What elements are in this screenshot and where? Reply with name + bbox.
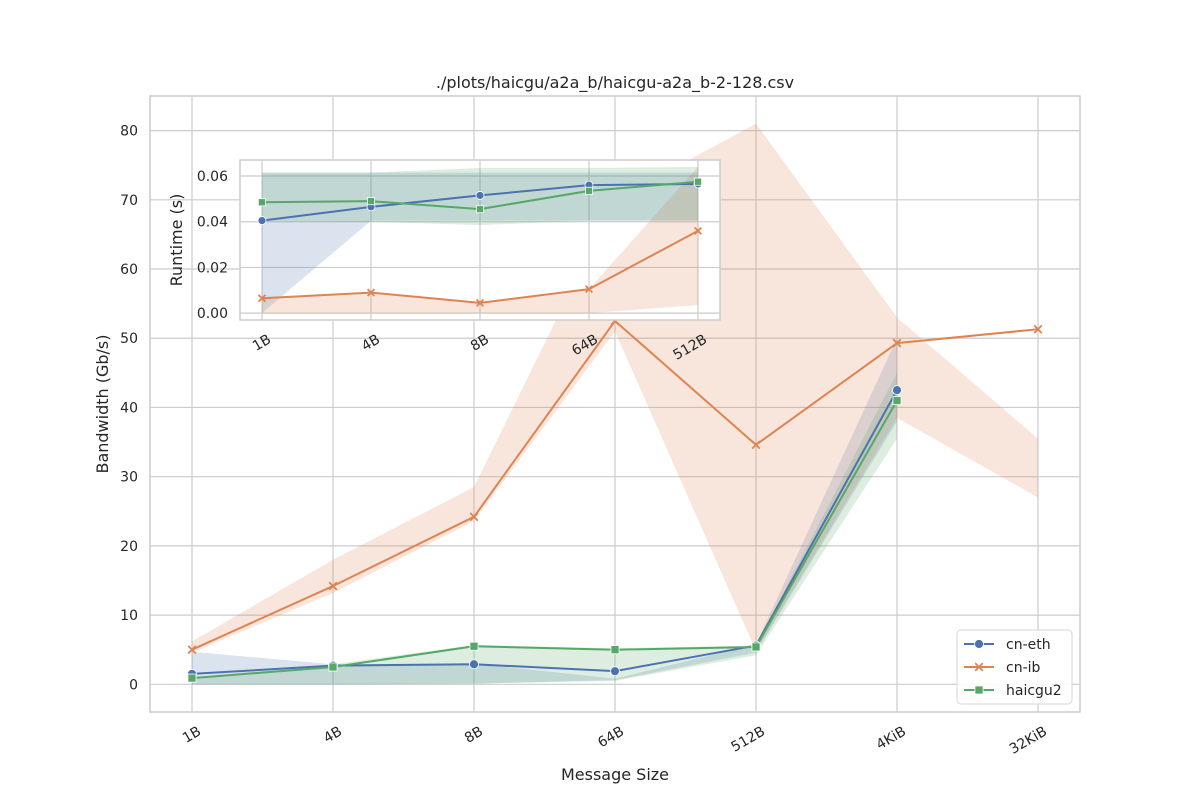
cn-eth-line — [191, 389, 898, 675]
legend-haicgu2-label: haicgu2 — [1006, 683, 1062, 699]
cn-eth-point — [610, 666, 620, 677]
inset-plot: 1B 4B 8B 64B 512B 0.000.020.040.06 Runtime (… — [167, 159, 721, 364]
chart-title: ./plots/haicgu/a2a_b/haicgu-a2a_b-2-128.… — [436, 73, 794, 93]
haicgu2-point — [585, 186, 594, 195]
y-tick-label: 50 — [120, 331, 138, 347]
cn-ib-point — [366, 288, 376, 297]
main-grid — [150, 96, 1080, 712]
cn-ib-point — [693, 226, 703, 235]
cn-eth-point — [469, 659, 479, 670]
haicgu2-point — [475, 205, 484, 214]
y-axis-title: Bandwidth (Gb/s) — [93, 334, 112, 473]
legend-cn-eth-marker — [974, 639, 984, 649]
y-tick-label: 0.04 — [197, 215, 228, 231]
y-tick-label: 30 — [120, 470, 138, 486]
y-tick-label: 0.06 — [197, 169, 228, 185]
inset-y-tick-labels: 0.00 0.02 0.04 0.06 — [197, 169, 228, 322]
cn-eth-point — [475, 191, 485, 200]
y-tick-label: 0.02 — [197, 260, 228, 276]
y-tick-label: 80 — [120, 124, 138, 140]
haicgu2-point — [751, 642, 761, 652]
cn-eth-point — [892, 385, 902, 396]
haicgu2-point — [187, 673, 197, 683]
x-axis-title: Message Size — [561, 765, 669, 784]
inset-plot-frame — [239, 159, 721, 321]
cn-ib-point — [187, 645, 197, 655]
cn-ib-point — [328, 581, 338, 591]
legend-cn-eth-label: cn-eth — [1006, 637, 1051, 653]
main-series-markers — [187, 316, 1043, 683]
y-tick-label: 70 — [120, 193, 138, 209]
y-tick-label: 0.00 — [197, 306, 228, 322]
cn-ib-point — [469, 512, 479, 522]
legend-cn-ib-marker — [974, 662, 984, 672]
legend-cn-ib-label: cn-ib — [1006, 660, 1041, 676]
cn-ib-point — [584, 285, 594, 294]
cn-ib-point — [475, 298, 485, 307]
haicgu2-point — [469, 641, 479, 651]
cn-ib-confidence-band — [262, 166, 698, 314]
main-y-tick-labels: 0 10 20 30 40 50 60 70 80 — [120, 124, 138, 694]
cn-ib-confidence-band — [192, 123, 1038, 653]
haicgu2-point — [610, 645, 620, 655]
y-tick-label: 20 — [120, 539, 138, 555]
inset-series-markers — [257, 177, 703, 307]
cn-eth-point — [257, 216, 267, 225]
cn-ib-point — [1033, 324, 1043, 334]
haicgu2-point — [694, 177, 703, 186]
legend-haicgu2-marker — [974, 685, 984, 695]
y-tick-label: 40 — [120, 400, 138, 416]
legend: cn-eth cn-ib haicgu2 — [956, 629, 1073, 705]
haicgu2-point — [892, 396, 902, 405]
haicgu2-point — [366, 197, 375, 206]
legend-box — [956, 629, 1073, 705]
haicgu2-line — [191, 400, 898, 680]
y-tick-label: 10 — [120, 608, 138, 624]
cn-ib-point — [892, 338, 902, 348]
haicgu2-point — [328, 662, 338, 672]
y-tick-label: 60 — [120, 262, 138, 278]
main-plot-frame — [149, 95, 1081, 713]
main-confidence-bands — [192, 123, 1038, 685]
y-tick-label: 0 — [129, 677, 138, 693]
cn-ib-point — [751, 440, 761, 450]
cn-ib-point — [257, 294, 267, 303]
haicgu2-point — [257, 198, 266, 207]
inset-y-axis-title: Runtime (s) — [167, 194, 186, 287]
